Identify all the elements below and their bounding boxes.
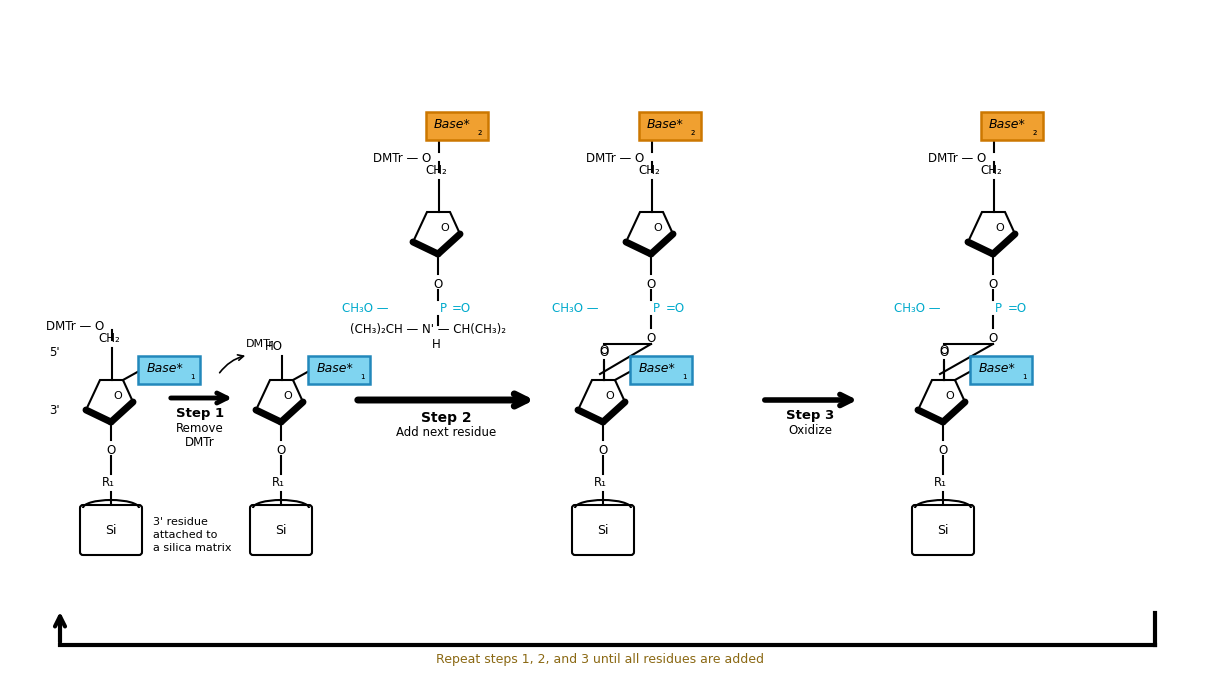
Text: R₁: R₁ [594,475,606,488]
Text: Si: Si [105,523,117,537]
Text: P: P [995,302,1003,315]
Text: O: O [646,332,656,344]
Text: Base*: Base* [978,363,1016,376]
Text: ₂: ₂ [1033,127,1036,137]
Text: R₁: R₁ [934,475,946,488]
Text: =O: =O [1009,302,1027,315]
Text: O: O [606,391,615,401]
Text: ₂: ₂ [477,127,482,137]
Bar [630,356,692,384]
Text: O: O [113,391,123,401]
Text: DMTr — O: DMTr — O [587,152,645,164]
Text: CH₂: CH₂ [639,164,660,177]
Text: Step 3: Step 3 [786,409,834,423]
Text: R₁: R₁ [101,475,114,488]
Text: CH₃O —: CH₃O — [894,302,941,315]
Text: 3' residue: 3' residue [153,517,208,527]
FancyBboxPatch shape [249,505,312,555]
Text: ₁: ₁ [682,371,687,381]
Text: O: O [653,223,663,233]
Bar [425,112,488,140]
Text: Oxidize: Oxidize [788,423,831,436]
Text: a silica matrix: a silica matrix [153,543,231,553]
Text: O: O [939,346,948,359]
Bar [308,356,370,384]
Text: R₁: R₁ [271,475,284,488]
Text: ₁: ₁ [189,371,194,381]
Text: Base*: Base* [639,363,675,376]
Text: (CH₃)₂CH — N' — CH(CH₃)₂: (CH₃)₂CH — N' — CH(CH₃)₂ [349,324,506,337]
Text: Base*: Base* [989,118,1025,131]
Text: Base*: Base* [434,118,471,131]
Text: Base*: Base* [647,118,684,131]
Text: O: O [106,444,116,456]
Text: 3': 3' [49,403,60,416]
Text: Step 1: Step 1 [176,407,224,420]
Text: O: O [939,344,948,357]
Text: O: O [995,223,1005,233]
Bar [970,356,1031,384]
Text: O: O [599,344,609,357]
Text: DMTr — O: DMTr — O [928,152,987,164]
Text: Si: Si [275,523,287,537]
Text: ₂: ₂ [690,127,695,137]
FancyBboxPatch shape [80,505,142,555]
Text: DMTr — O: DMTr — O [374,152,431,164]
Text: O: O [946,391,954,401]
Text: Si: Si [598,523,609,537]
Text: =O: =O [666,302,686,315]
Text: =O: =O [452,302,471,315]
Text: CH₂: CH₂ [981,164,1003,177]
Text: Step 2: Step 2 [421,411,471,425]
Text: CH₃O —: CH₃O — [553,302,599,315]
Text: P: P [653,302,660,315]
Text: O: O [599,444,607,456]
Text: DMTr: DMTr [246,339,274,349]
Text: CH₂: CH₂ [99,332,120,344]
Bar [639,112,700,140]
Text: H: H [431,339,440,352]
Text: HO: HO [265,339,282,352]
Text: O: O [939,444,947,456]
FancyBboxPatch shape [572,505,634,555]
Text: O: O [988,332,998,344]
Text: O: O [599,346,609,359]
Text: Repeat steps 1, 2, and 3 until all residues are added: Repeat steps 1, 2, and 3 until all resid… [436,653,764,666]
Text: CH₃O —: CH₃O — [341,302,388,315]
Text: O: O [646,278,656,291]
FancyBboxPatch shape [912,505,974,555]
Bar [981,112,1042,140]
Bar [139,356,200,384]
Text: O: O [434,278,442,291]
Text: O: O [276,444,286,456]
Text: Si: Si [937,523,948,537]
Text: P: P [440,302,447,315]
Text: CH₂: CH₂ [425,164,447,177]
Text: O: O [283,391,293,401]
Text: Base*: Base* [317,363,353,376]
Text: Add next residue: Add next residue [396,427,496,440]
Text: ₁: ₁ [1022,371,1027,381]
Text: 5': 5' [49,346,60,359]
Text: Remove: Remove [176,422,224,434]
Text: Base*: Base* [147,363,183,376]
Text: attached to: attached to [153,530,217,540]
Text: DMTr: DMTr [186,436,214,449]
Text: O: O [988,278,998,291]
Text: O: O [441,223,449,233]
Text: ₁: ₁ [360,371,364,381]
Text: DMTr — O: DMTr — O [46,319,105,333]
